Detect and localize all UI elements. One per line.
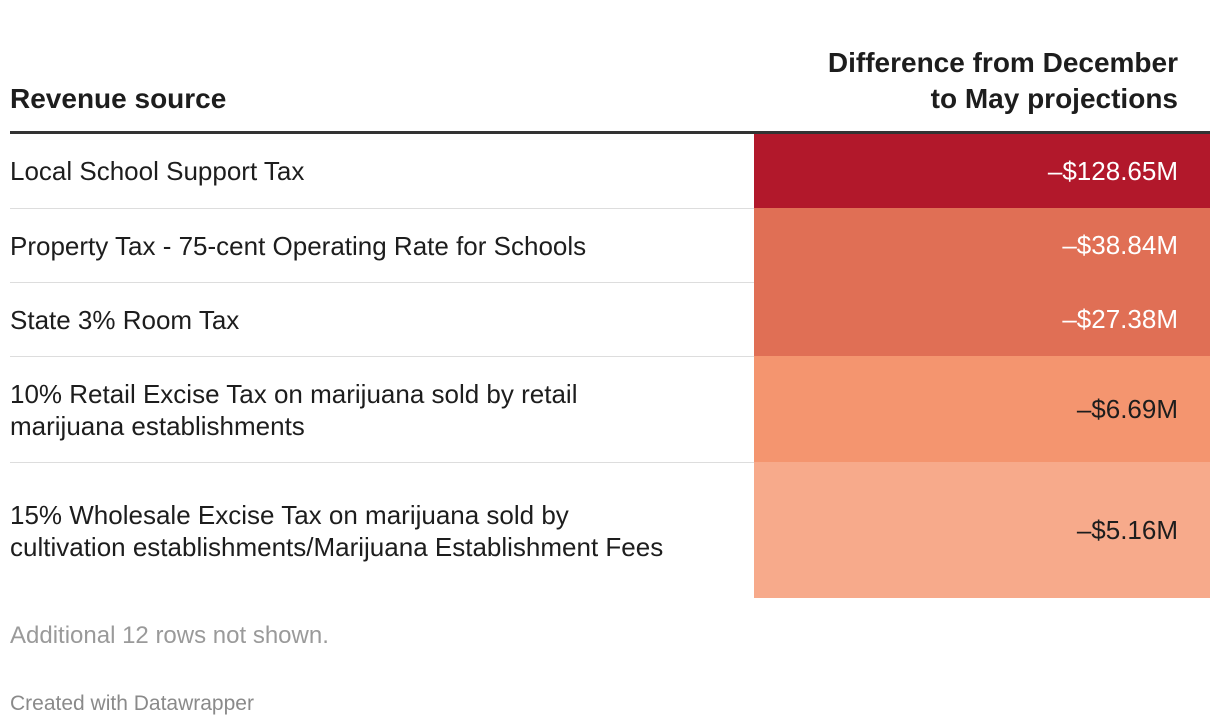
table-row: Local School Support Tax –$128.65M (10, 134, 1210, 208)
revenue-source-cell: State 3% Room Tax (10, 282, 754, 356)
table-body: Local School Support Tax –$128.65M Propert… (10, 134, 1210, 598)
difference-value-cell: –$27.38M (754, 282, 1210, 356)
revenue-source-cell: Property Tax - 75-cent Operating Rate fo… (10, 208, 754, 282)
column-header-difference-line1: Difference from December (827, 47, 1178, 78)
revenue-source-cell: 15% Wholesale Excise Tax on marijuana so… (10, 462, 754, 598)
table-row: 10% Retail Excise Tax on marijuana sold … (10, 356, 1210, 462)
difference-value-cell: –$38.84M (754, 208, 1210, 282)
difference-value-cell: –$5.16M (754, 462, 1210, 598)
table-row: 15% Wholesale Excise Tax on marijuana so… (10, 462, 1210, 598)
revenue-source-cell: 10% Retail Excise Tax on marijuana sold … (10, 356, 754, 462)
column-header-difference[interactable]: Difference from December to May projecti… (754, 45, 1210, 131)
column-header-revenue-source[interactable]: Revenue source (10, 83, 227, 114)
rows-not-shown-note: Additional 12 rows not shown. (10, 622, 329, 649)
table-row: Property Tax - 75-cent Operating Rate fo… (10, 208, 1210, 282)
difference-value-cell: –$6.69M (754, 356, 1210, 462)
table-header: Revenue source Difference from December … (10, 0, 1210, 134)
column-header-difference-line2: to May projections (930, 83, 1178, 114)
difference-value-cell: –$128.65M (754, 134, 1210, 208)
table-row: State 3% Room Tax –$27.38M (10, 282, 1210, 356)
data-table: Revenue source Difference from December … (10, 0, 1210, 598)
datawrapper-credit-link[interactable]: Created with Datawrapper (10, 692, 254, 715)
revenue-source-cell: Local School Support Tax (10, 156, 305, 186)
